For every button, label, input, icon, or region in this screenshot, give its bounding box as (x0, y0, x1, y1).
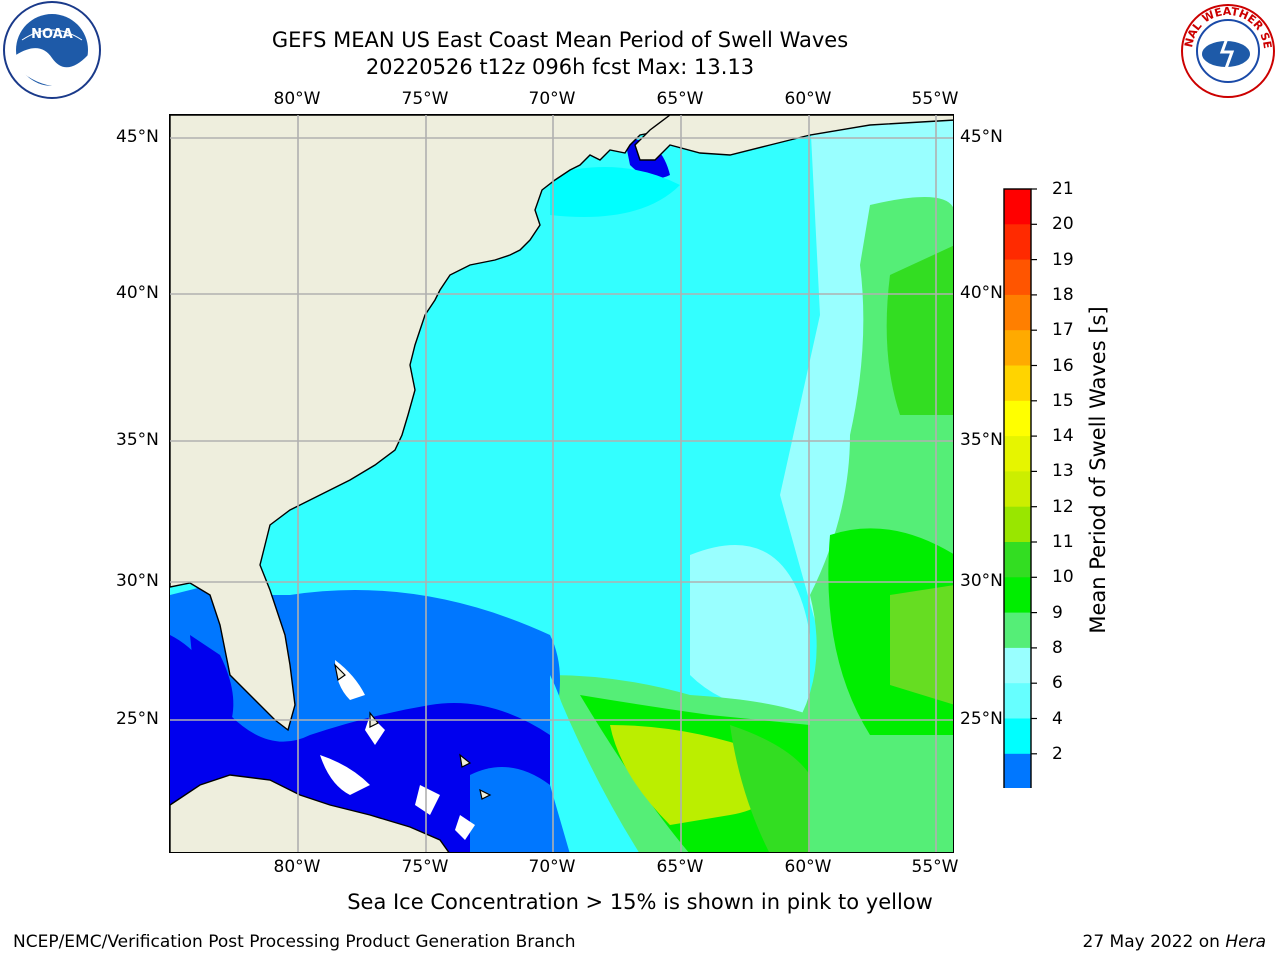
colorbar-segment (1004, 224, 1031, 261)
sea-ice-footnote: Sea Ice Concentration > 15% is shown in … (347, 890, 933, 914)
colorbar-tick-label: 16 (1052, 355, 1074, 376)
colorbar-tick-label: 6 (1052, 673, 1063, 694)
lon-tick-top: 75°W (401, 89, 449, 109)
colorbar-tick-label: 15 (1052, 390, 1074, 411)
producer-credit: NCEP/EMC/Verification Post Processing Pr… (13, 932, 576, 952)
lon-tick-bottom: 75°W (401, 857, 449, 877)
lat-tick-left: 45°N (116, 127, 159, 147)
lat-tick-left: 25°N (116, 709, 159, 729)
colorbar-segment (1004, 365, 1031, 402)
colorbar-tick-label: 12 (1052, 496, 1074, 517)
colorbar-segment (1004, 400, 1031, 437)
colorbar-tick-label: 18 (1052, 284, 1074, 305)
colorbar-tick-label: 2 (1052, 743, 1063, 764)
bahamas-islands (334, 663, 492, 800)
lat-tick-right: 30°N (960, 571, 1003, 591)
lat-tick-right: 40°N (960, 283, 1003, 303)
colorbar-segment (1004, 753, 1031, 788)
lon-tick-top: 55°W (911, 89, 959, 109)
colorbar-segment (1004, 647, 1031, 684)
colorbar-tick-label: 8 (1052, 637, 1063, 658)
cuba-land (170, 774, 450, 852)
map-panel (169, 114, 954, 853)
colorbar-segment (1004, 436, 1031, 472)
colorbar-segment (1004, 506, 1031, 543)
lat-tick-right: 45°N (960, 127, 1003, 147)
colorbar-segment (1004, 471, 1031, 508)
colorbar-tick-label: 13 (1052, 461, 1074, 482)
lon-tick-bottom: 60°W (784, 857, 832, 877)
date-credit: 27 May 2022 on Hera (1082, 932, 1267, 952)
colorbar-tick-label: 17 (1052, 320, 1074, 341)
colorbar-segment (1004, 612, 1031, 649)
lon-tick-top: 80°W (273, 89, 321, 109)
colorbar-segment (1004, 294, 1031, 331)
lon-tick-top: 70°W (528, 89, 576, 109)
colorbar-tick-label: 20 (1052, 214, 1074, 235)
colorbar (1003, 188, 1037, 788)
lat-tick-left: 30°N (116, 571, 159, 591)
chart-title: GEFS MEAN US East Coast Mean Period of S… (271, 28, 849, 52)
lon-tick-bottom: 55°W (911, 857, 959, 877)
colorbar-segment (1004, 577, 1031, 614)
colorbar-tick-label: 21 (1052, 179, 1074, 199)
lon-tick-top: 65°W (656, 89, 704, 109)
colorbar-tick-label: 14 (1052, 426, 1074, 447)
colorbar-tick-label: 10 (1052, 567, 1074, 588)
colorbar-segment (1004, 259, 1031, 296)
svg-text:NOAA: NOAA (31, 27, 73, 42)
lon-tick-bottom: 65°W (656, 857, 704, 877)
noaa-logo: NOAA (3, 1, 101, 99)
colorbar-segment (1004, 683, 1031, 719)
lon-tick-top: 60°W (784, 89, 832, 109)
chart-subtitle: 20220526 t12z 096h fcst Max: 13.13 (365, 55, 755, 79)
lat-tick-left: 40°N (116, 283, 159, 303)
colorbar-segment (1004, 718, 1031, 755)
colorbar-tick-label: 19 (1052, 249, 1074, 270)
nws-logo: NATIONAL WEATHER SERVICE (1178, 2, 1275, 98)
colorbar-segment (1004, 542, 1031, 578)
colorbar-outline (1003, 188, 1032, 788)
colorbar-tick-label: 4 (1052, 708, 1063, 729)
gridlines (170, 115, 953, 852)
swell-period-field (170, 115, 953, 852)
colorbar-tick-label: 11 (1052, 532, 1074, 552)
colorbar-segment (1004, 189, 1031, 225)
lon-tick-bottom: 70°W (528, 857, 576, 877)
lat-tick-left: 35°N (116, 430, 159, 450)
lat-tick-right: 25°N (960, 709, 1003, 729)
lon-tick-bottom: 80°W (273, 857, 321, 877)
colorbar-tick-label: 9 (1052, 602, 1063, 623)
lat-tick-right: 35°N (960, 430, 1003, 450)
colorbar-segment (1004, 330, 1031, 366)
north-america-land (170, 115, 671, 732)
